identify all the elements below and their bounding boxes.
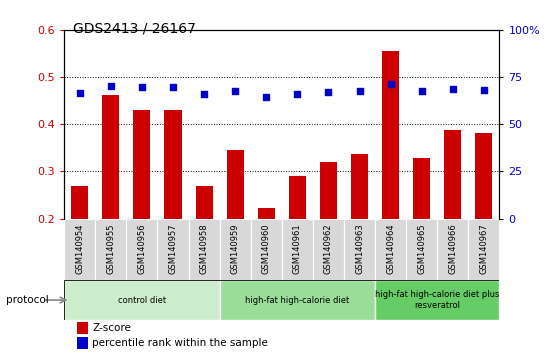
Bar [133, 110, 151, 218]
Text: GSM140967: GSM140967 [479, 223, 488, 274]
Bar [444, 130, 461, 218]
Bar [468, 218, 499, 280]
Point [137, 84, 146, 90]
Text: percentile rank within the sample: percentile rank within the sample [93, 338, 268, 348]
Text: GSM140958: GSM140958 [200, 223, 209, 274]
Bar [382, 51, 399, 218]
Bar [437, 218, 468, 280]
Text: GSM140959: GSM140959 [230, 223, 239, 274]
Text: GDS2413 / 26167: GDS2413 / 26167 [73, 21, 195, 35]
Bar [77, 337, 88, 349]
Bar [195, 185, 213, 218]
Point [169, 84, 177, 90]
Bar [165, 110, 181, 218]
Bar [375, 280, 499, 320]
Text: GSM140965: GSM140965 [417, 223, 426, 274]
Bar [220, 280, 375, 320]
Text: GSM140961: GSM140961 [293, 223, 302, 274]
Bar [64, 280, 220, 320]
Bar [220, 218, 251, 280]
Text: GSM140960: GSM140960 [262, 223, 271, 274]
Point [324, 90, 333, 95]
Text: control diet: control diet [118, 296, 166, 304]
Bar [157, 218, 189, 280]
Point [200, 91, 209, 97]
Point [75, 90, 84, 96]
Bar [406, 218, 437, 280]
Text: GSM140964: GSM140964 [386, 223, 395, 274]
Bar [375, 218, 406, 280]
Text: GSM140956: GSM140956 [137, 223, 146, 274]
Point [107, 83, 116, 88]
Point [417, 88, 426, 94]
Bar [126, 218, 157, 280]
Bar [95, 218, 126, 280]
Text: GSM140955: GSM140955 [107, 223, 116, 274]
Bar [71, 185, 88, 218]
Bar [64, 218, 95, 280]
Bar [189, 218, 220, 280]
Bar [313, 218, 344, 280]
Point [230, 88, 239, 94]
Text: Z-score: Z-score [93, 322, 131, 333]
Text: protocol: protocol [6, 295, 49, 305]
Bar [289, 176, 306, 218]
Point [479, 87, 488, 93]
Bar [77, 322, 88, 334]
Point [448, 87, 457, 92]
Text: high-fat high-calorie diet: high-fat high-calorie diet [245, 296, 349, 304]
Bar [251, 218, 282, 280]
Text: GSM140954: GSM140954 [75, 223, 84, 274]
Text: GSM140962: GSM140962 [324, 223, 333, 274]
Text: GSM140957: GSM140957 [169, 223, 177, 274]
Bar [282, 218, 313, 280]
Bar [320, 162, 337, 218]
Text: GSM140966: GSM140966 [448, 223, 457, 274]
Bar [258, 208, 275, 218]
Bar [344, 218, 375, 280]
Point [293, 91, 302, 97]
Text: GSM140963: GSM140963 [355, 223, 364, 274]
Bar [413, 158, 430, 218]
Point [355, 88, 364, 94]
Bar [227, 150, 244, 218]
Text: high-fat high-calorie diet plus
resveratrol: high-fat high-calorie diet plus resverat… [375, 290, 499, 310]
Point [386, 81, 395, 87]
Point [262, 94, 271, 100]
Bar [475, 133, 492, 218]
Bar [351, 154, 368, 218]
Bar [102, 95, 119, 218]
